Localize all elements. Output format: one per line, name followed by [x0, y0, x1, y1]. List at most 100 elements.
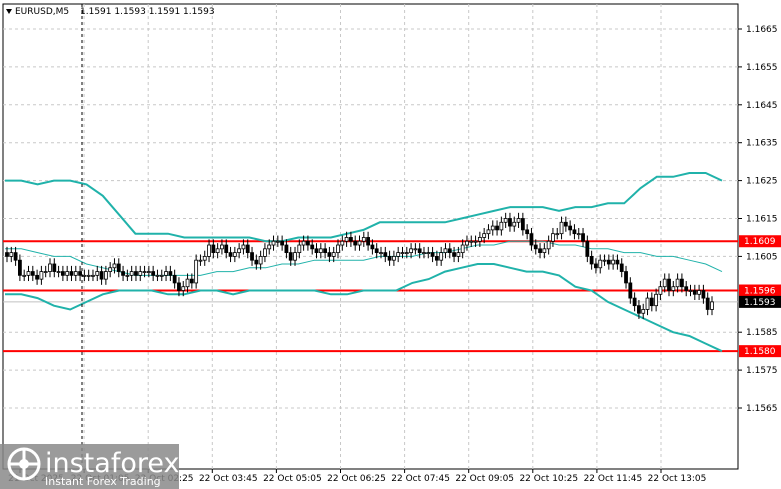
candle-body	[314, 248, 319, 254]
candle-body	[387, 255, 392, 261]
candle-body	[469, 240, 474, 243]
candle	[245, 239, 250, 259]
candle-body	[142, 271, 147, 273]
candle-body	[645, 297, 650, 310]
candle-body	[69, 271, 74, 276]
candle	[129, 265, 134, 282]
candle	[383, 246, 388, 263]
candle	[585, 235, 590, 263]
price-axis[interactable]: 1.1665 1.1655 1.1645 1.1635 1.1625 1.1615 1.16…	[738, 25, 778, 414]
y-tick-label: 1.1585	[746, 328, 778, 338]
candle-body	[490, 225, 495, 231]
candle	[555, 227, 560, 240]
candle-body	[241, 244, 246, 250]
candle	[314, 243, 319, 259]
candle-body	[232, 252, 237, 257]
candle-body	[710, 301, 714, 310]
candle	[447, 243, 452, 259]
candle	[112, 258, 117, 274]
level-price-label: 1.1580	[744, 347, 776, 357]
candle	[641, 303, 646, 319]
candle	[697, 284, 702, 300]
candle-body	[185, 278, 190, 288]
candle	[65, 265, 70, 282]
candle	[82, 269, 87, 282]
candle-body	[460, 244, 465, 254]
candle	[306, 235, 310, 251]
current-price-tag	[739, 295, 781, 308]
candle	[267, 239, 272, 255]
candle-body	[318, 248, 323, 254]
candle-body	[35, 274, 39, 280]
candle	[357, 235, 362, 251]
candle-body	[585, 240, 590, 257]
candle	[538, 243, 542, 259]
candle	[91, 269, 95, 282]
candle	[224, 239, 229, 259]
candle	[13, 246, 18, 266]
candle	[146, 265, 151, 278]
candle	[39, 265, 44, 285]
candle	[688, 284, 693, 297]
candle	[52, 258, 57, 278]
candle	[619, 258, 624, 278]
candle-body	[366, 237, 370, 246]
candle	[426, 246, 431, 259]
candle-body	[99, 271, 104, 280]
candle-body	[447, 248, 452, 254]
candle	[645, 292, 650, 316]
candle	[293, 246, 297, 266]
candle	[228, 246, 233, 263]
candle	[654, 288, 659, 312]
level-price-tag	[739, 345, 781, 358]
x-tick-label: 22 Oct 03:45	[199, 474, 258, 484]
candle	[465, 235, 469, 251]
candle	[469, 235, 474, 247]
candle-body	[357, 240, 362, 246]
candle	[263, 243, 267, 263]
candle	[568, 220, 573, 236]
candle	[78, 265, 82, 282]
candle-body	[129, 271, 134, 276]
candle-body	[108, 267, 113, 272]
candle	[417, 243, 422, 259]
candle	[589, 250, 594, 270]
candle	[396, 246, 401, 263]
triangle-down-icon[interactable]	[6, 9, 12, 14]
candle	[353, 235, 358, 251]
candle	[615, 254, 620, 270]
candle	[671, 281, 676, 297]
candle-body	[202, 255, 207, 261]
candle	[168, 265, 173, 282]
candle	[581, 227, 585, 247]
candle-body	[697, 290, 702, 295]
candle-body	[177, 282, 181, 291]
candle-body	[353, 240, 358, 246]
y-tick-label: 1.1605	[746, 252, 778, 262]
candle-body	[116, 263, 121, 272]
candle	[434, 250, 439, 266]
candle-body	[649, 297, 654, 307]
candle-body	[271, 240, 276, 246]
candle	[404, 246, 409, 259]
candle-body	[688, 290, 693, 292]
candle-body	[17, 259, 22, 276]
candle-body	[624, 271, 628, 284]
candle-body	[323, 248, 328, 254]
candle-body	[220, 244, 224, 250]
candle	[409, 243, 413, 259]
y-tick-label: 1.1665	[746, 25, 778, 35]
candle	[26, 265, 31, 282]
y-tick-label: 1.1565	[746, 404, 778, 414]
candle-body	[495, 225, 499, 231]
candle-body	[542, 248, 547, 254]
y-tick-label: 1.1575	[746, 366, 778, 376]
candle	[194, 254, 199, 289]
candle	[116, 258, 121, 278]
level-price-tag	[739, 235, 781, 248]
candle-body	[310, 244, 315, 250]
candle-body	[297, 244, 302, 254]
logo-tagline: Instant Forex Trading	[45, 475, 161, 488]
